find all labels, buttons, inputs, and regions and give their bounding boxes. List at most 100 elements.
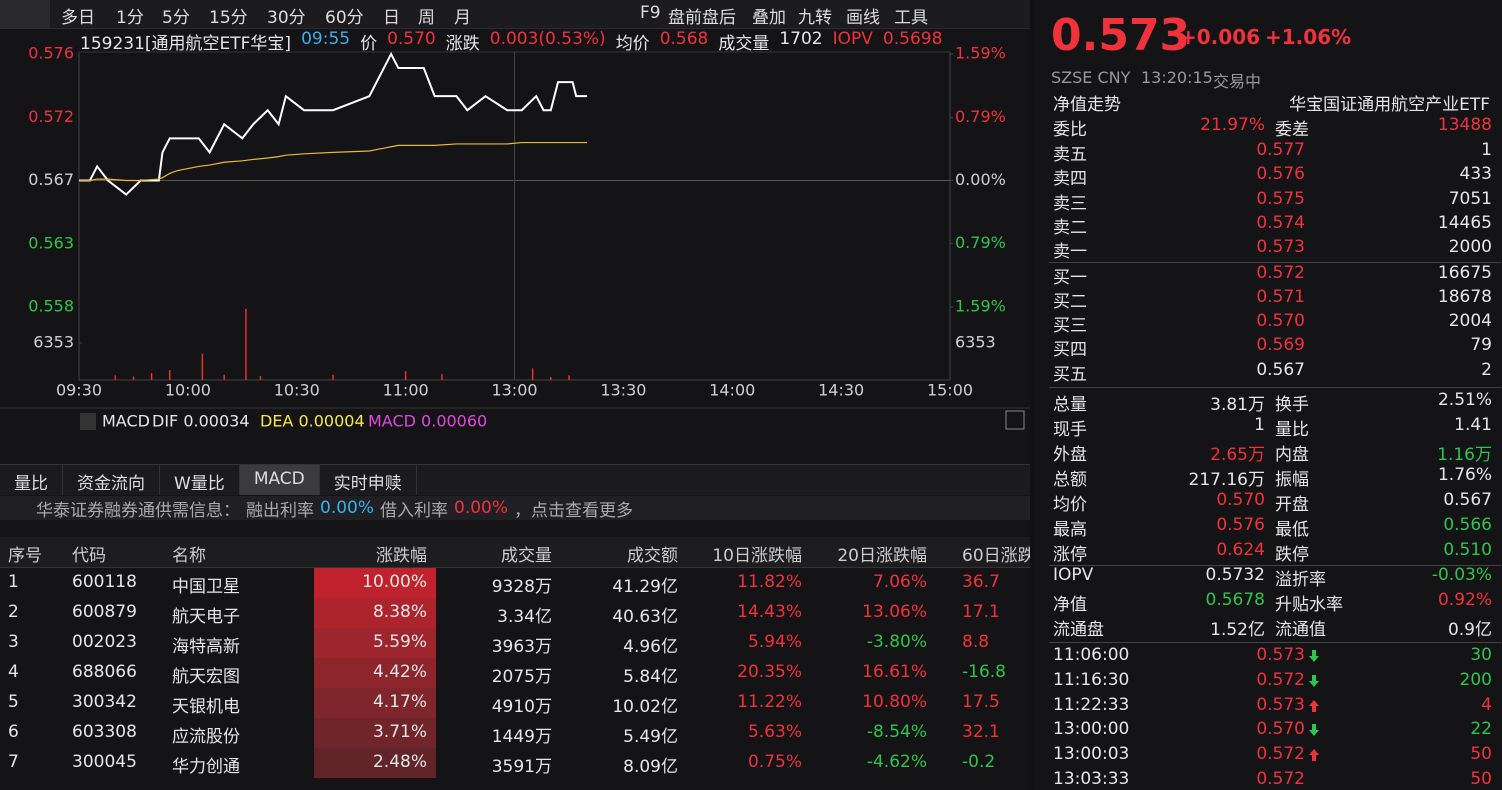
tab[interactable]: 实时申赎 — [320, 465, 417, 495]
period-button[interactable]: 15分 — [209, 8, 248, 28]
period-button[interactable]: 1分 — [116, 8, 144, 28]
tool-button[interactable]: 盘前盘后 — [668, 8, 736, 28]
table-cell: 4.42% — [372, 662, 427, 682]
period-button[interactable]: 5分 — [162, 8, 190, 28]
table-cell: 5.59% — [372, 632, 427, 652]
separator — [1049, 565, 1501, 566]
table-cell: -4.62% — [866, 752, 927, 772]
column-header[interactable]: 代码 — [72, 546, 106, 566]
y2-tick-label: 0.79% — [955, 107, 1006, 126]
period-button[interactable]: 周 — [418, 8, 435, 28]
table-cell: 10.80% — [862, 692, 927, 712]
close-indicator[interactable] — [1005, 410, 1025, 430]
tool-button[interactable]: 工具 — [894, 8, 928, 28]
stat-label: 最低 — [1275, 520, 1309, 540]
separator — [1049, 387, 1501, 388]
trade-volume: 200 — [1459, 669, 1492, 690]
arrow-shape — [1309, 724, 1319, 737]
book-price: 0.574 — [1256, 212, 1305, 233]
book-price: 0.569 — [1256, 335, 1305, 356]
period-button[interactable]: 日 — [383, 8, 400, 28]
stat-label: 流通盘 — [1053, 620, 1104, 640]
stat-value: 1.16万 — [1437, 445, 1492, 465]
column-header[interactable]: 成交量 — [501, 546, 552, 566]
table-cell: -3.80% — [866, 632, 927, 652]
table-cell: 航天电子 — [172, 607, 240, 627]
book-label: 卖三 — [1053, 193, 1087, 214]
table-cell: 10.00% — [362, 572, 427, 592]
table-cell: -16.8 — [962, 662, 1006, 682]
period-button[interactable]: 30分 — [267, 8, 306, 28]
arrow-shape — [1309, 650, 1319, 662]
nav-trend[interactable]: 净值走势 — [1053, 95, 1121, 115]
notice-more: ，点击查看更多 — [514, 500, 634, 521]
table-cell: 7 — [8, 752, 19, 772]
tab[interactable]: 量比 — [0, 465, 63, 495]
trade-time: 13:03:33 — [1053, 769, 1130, 789]
table-row[interactable]: 5 300342 天银机电 4.17% 4910万 10.02亿 11.22% 10.80% 1… — [0, 688, 1030, 718]
period-button[interactable]: 60分 — [325, 8, 364, 28]
x-tick-label: 10:00 — [165, 381, 211, 400]
time: 13:20:15 — [1141, 68, 1213, 87]
value: 0.568 — [659, 29, 709, 49]
x-tick-label: 11:00 — [383, 381, 429, 400]
trade-volume: 30 — [1470, 645, 1492, 665]
book-label: 买二 — [1053, 291, 1087, 312]
table-cell: 40.63亿 — [612, 607, 678, 627]
back-button[interactable] — [0, 0, 50, 28]
change-cell-bg — [314, 688, 436, 718]
status: 交易中 — [1213, 72, 1262, 91]
table-row[interactable]: 1 600118 中国卫星 10.00% 9328万 41.29亿 11.82% 7.06% 3… — [0, 568, 1030, 598]
period-button[interactable]: 月 — [454, 8, 471, 28]
table-cell: 5.63% — [747, 722, 802, 742]
book-volume: 2000 — [1448, 237, 1492, 258]
x-tick-label: 09:30 — [56, 381, 102, 400]
arrow-shape — [1309, 699, 1319, 712]
book-label: 买四 — [1053, 340, 1087, 361]
arrow-shape — [1309, 749, 1319, 762]
notice[interactable]: 华泰证券融券通供需信息： 融出利率 0.00% 借入利率 0.00% ，点击查看… — [0, 496, 1030, 521]
arrow-shape — [1309, 674, 1319, 687]
column-header[interactable]: 序号 — [8, 546, 42, 566]
label: 委比 — [1053, 120, 1087, 140]
notice-source: 华泰证券融券通供需信息： — [36, 500, 240, 521]
value: 0.003(0.53%) — [489, 29, 606, 49]
table-row[interactable]: 3 002023 海特高新 5.59% 3963万 4.96亿 5.94% -3.80% 8.8 — [0, 628, 1030, 658]
x-tick-label: 14:00 — [709, 381, 755, 400]
table-row[interactable]: 4 688066 航天宏图 4.42% 2075万 5.84亿 20.35% 16.61% -1… — [0, 658, 1030, 688]
table-cell: 32.1 — [962, 722, 1000, 742]
column-header[interactable]: 60日涨跌 — [962, 546, 1030, 566]
tab[interactable]: 资金流向 — [63, 465, 160, 495]
trade-price: 0.570 — [1256, 719, 1305, 740]
column-header[interactable]: 名称 — [172, 546, 206, 566]
stat-value: -0.03% — [1431, 565, 1492, 585]
table-row[interactable]: 6 603308 应流股份 3.71% 1449万 5.49亿 5.63% -8.54% 32.… — [0, 718, 1030, 748]
separator — [1049, 642, 1501, 643]
change-cell-bg — [314, 748, 436, 778]
tab[interactable]: MACD — [239, 465, 320, 495]
table-cell: 5.94% — [747, 632, 802, 652]
column-header[interactable]: 涨跌幅 — [376, 546, 427, 566]
tool-button[interactable]: 九转 — [798, 8, 832, 28]
table-row[interactable]: 2 600879 航天电子 8.38% 3.34亿 40.63亿 14.43% 13.06% 1… — [0, 598, 1030, 628]
column-header[interactable]: 10日涨跌幅 — [712, 546, 802, 566]
x-tick-label: 14:30 — [818, 381, 864, 400]
price-line — [79, 51, 588, 196]
column-header[interactable]: 成交额 — [627, 546, 678, 566]
indicator-dea: DEA 0.00004 — [260, 412, 365, 431]
tool-button[interactable]: F9 — [640, 3, 661, 23]
tool-button[interactable]: 画线 — [846, 8, 880, 28]
trade-arrow — [1309, 674, 1319, 687]
table-cell: 3.34亿 — [497, 607, 552, 627]
stat-label: 溢折率 — [1275, 570, 1326, 590]
tab[interactable]: W量比 — [160, 465, 240, 495]
tool-button[interactable]: 叠加 — [752, 8, 786, 28]
help-icon[interactable] — [80, 413, 96, 430]
table-row[interactable]: 7 300045 华力创通 2.48% 3591万 8.09亿 0.75% -4.62% -0.… — [0, 748, 1030, 778]
stat-value: 0.624 — [1216, 540, 1265, 560]
period-button[interactable]: 多日 — [61, 8, 95, 28]
column-header[interactable]: 20日涨跌幅 — [837, 546, 927, 566]
trade-time: 11:06:00 — [1053, 645, 1130, 665]
book-price: 0.572 — [1256, 262, 1305, 283]
